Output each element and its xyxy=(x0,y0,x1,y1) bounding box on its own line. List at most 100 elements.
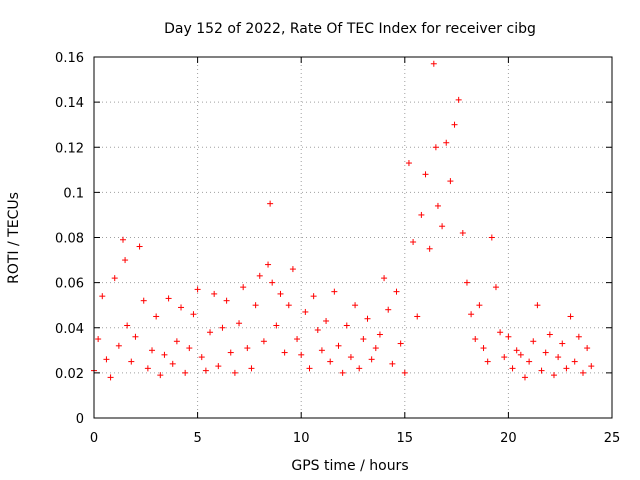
data-point xyxy=(547,332,553,338)
data-point xyxy=(493,284,499,290)
data-point xyxy=(369,356,375,362)
data-point xyxy=(489,235,495,241)
data-point xyxy=(381,275,387,281)
data-point xyxy=(572,359,578,365)
x-tick-label: 15 xyxy=(397,431,414,446)
data-point xyxy=(356,365,362,371)
data-point xyxy=(228,350,234,356)
data-point xyxy=(406,160,412,166)
y-tick-label: 0 xyxy=(76,412,84,427)
data-point xyxy=(182,370,188,376)
data-point xyxy=(248,365,254,371)
data-point xyxy=(389,361,395,367)
data-point xyxy=(580,370,586,376)
data-point xyxy=(306,365,312,371)
data-point xyxy=(116,343,122,349)
x-tick-label: 0 xyxy=(90,431,98,446)
data-point xyxy=(99,293,105,299)
data-point xyxy=(418,212,424,218)
data-point xyxy=(522,374,528,380)
data-point xyxy=(340,370,346,376)
x-tick-label: 25 xyxy=(604,431,621,446)
data-point xyxy=(269,280,275,286)
data-point xyxy=(122,257,128,263)
data-point xyxy=(555,354,561,360)
y-tick-label: 0.12 xyxy=(55,141,84,156)
data-point xyxy=(161,352,167,358)
data-point xyxy=(435,203,441,209)
data-point xyxy=(468,311,474,317)
data-point xyxy=(476,302,482,308)
data-point xyxy=(414,313,420,319)
data-point xyxy=(137,244,143,250)
data-point xyxy=(452,122,458,128)
data-point xyxy=(385,307,391,313)
data-point xyxy=(331,289,337,295)
data-point xyxy=(290,266,296,272)
data-point xyxy=(568,313,574,319)
data-point xyxy=(472,336,478,342)
data-point xyxy=(360,336,366,342)
data-point xyxy=(298,352,304,358)
data-point xyxy=(344,322,350,328)
y-tick-label: 0.02 xyxy=(55,367,84,382)
data-point xyxy=(211,291,217,297)
data-point xyxy=(443,140,449,146)
data-point xyxy=(352,302,358,308)
data-point xyxy=(497,329,503,335)
data-point xyxy=(95,336,101,342)
data-point xyxy=(505,334,511,340)
data-point xyxy=(203,368,209,374)
data-point xyxy=(394,289,400,295)
data-point xyxy=(240,284,246,290)
data-point xyxy=(294,336,300,342)
data-point xyxy=(530,338,536,344)
data-point xyxy=(170,361,176,367)
data-point xyxy=(439,223,445,229)
data-point xyxy=(149,347,155,353)
data-point xyxy=(174,338,180,344)
data-point xyxy=(267,201,273,207)
data-point xyxy=(327,359,333,365)
data-point xyxy=(282,350,288,356)
data-point xyxy=(518,352,524,358)
y-tick-label: 0.1 xyxy=(63,186,84,201)
data-point xyxy=(166,295,172,301)
data-point xyxy=(431,61,437,67)
data-point xyxy=(539,368,545,374)
data-point xyxy=(315,327,321,333)
data-point xyxy=(526,359,532,365)
data-point xyxy=(153,313,159,319)
data-point xyxy=(514,347,520,353)
data-point xyxy=(485,359,491,365)
data-point xyxy=(132,334,138,340)
data-point xyxy=(559,341,565,347)
y-axis-ticks: 00.020.040.060.080.10.120.140.16 xyxy=(55,51,612,427)
x-tick-label: 5 xyxy=(193,431,201,446)
data-point xyxy=(323,318,329,324)
data-point xyxy=(377,332,383,338)
data-point xyxy=(373,345,379,351)
data-point xyxy=(190,311,196,317)
data-point xyxy=(232,370,238,376)
data-point xyxy=(277,291,283,297)
data-point xyxy=(186,345,192,351)
data-point xyxy=(108,374,114,380)
data-point xyxy=(215,363,221,369)
data-point xyxy=(501,354,507,360)
data-point xyxy=(195,286,201,292)
data-point xyxy=(427,246,433,252)
data-point xyxy=(265,262,271,268)
data-point xyxy=(464,280,470,286)
data-point xyxy=(481,345,487,351)
data-point xyxy=(348,354,354,360)
y-tick-label: 0.16 xyxy=(55,51,84,66)
roti-scatter-chart: Day 152 of 2022, Rate Of TEC Index for r… xyxy=(0,0,640,480)
data-points xyxy=(91,61,594,381)
data-point xyxy=(398,341,404,347)
data-point xyxy=(584,345,590,351)
y-tick-label: 0.06 xyxy=(55,277,84,292)
data-point xyxy=(302,309,308,315)
data-point xyxy=(410,239,416,245)
data-point xyxy=(335,343,341,349)
